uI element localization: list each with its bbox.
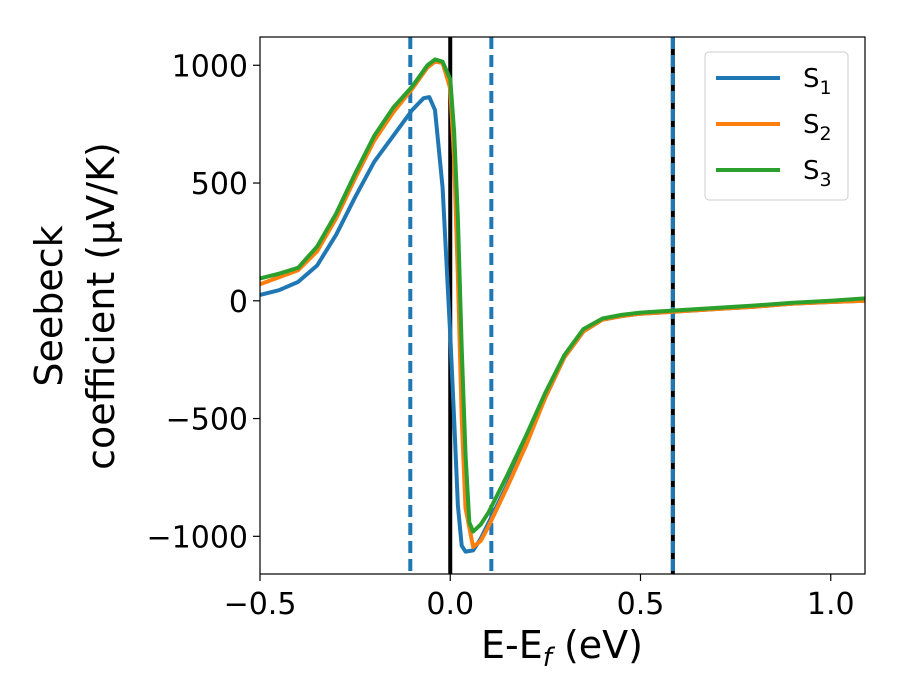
x-tick-label: 0.5 [617,587,665,622]
x-tick-label: 0.0 [426,587,474,622]
y-axis-title: Seebeck coefficient (μV/K) [27,142,123,470]
y-tick-label: 0 [229,285,248,320]
legend-label-3: S3 [803,156,832,191]
x-axis-ticks: −0.5 0.0 0.5 1.0 [224,574,855,622]
y-tick-label: −500 [166,403,248,438]
y-axis-ticks: −1000 −500 0 500 1000 [147,49,260,555]
y-tick-label: −1000 [147,520,248,555]
x-axis-title-main: E-E [481,623,543,667]
y-axis-title-line1: Seebeck [27,225,71,386]
legend-label-1: S1 [803,64,832,99]
plot-frame [259,36,866,575]
y-tick-label: 500 [191,167,248,202]
x-axis-title: E-Ef (eV) [481,623,643,673]
x-tick-label: 1.0 [807,587,855,622]
series-line-3 [260,57,865,534]
x-axis-title-unit: (eV) [552,623,643,667]
x-tick-label: −0.5 [224,587,297,622]
legend-label-2: S2 [803,110,832,145]
y-tick-label: 1000 [172,49,248,84]
series-lines [260,57,865,554]
y-axis-title-line2: coefficient (μV/K) [79,142,123,470]
legend: S1 S2 S3 [704,51,849,201]
